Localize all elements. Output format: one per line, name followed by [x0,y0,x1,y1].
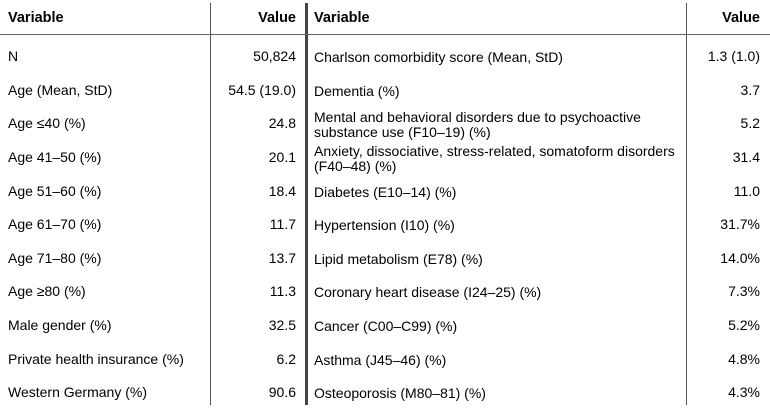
table-row: Age ≥80 (%) 11.3 Coronary heart disease (I… [0,275,770,309]
value-cell: 14.0% [720,249,760,266]
table-row: Age (Mean, StD) 54.5 (19.0) Dementia (%) 3.… [0,74,770,108]
value-cell: 11.3 [269,283,296,300]
column-divider [686,3,687,405]
value-cell: 5.2 [740,115,760,132]
cell-text: Diabetes (E10–14) (%) [314,183,457,200]
cell-text: Cancer (C00–C99) (%) [314,318,458,335]
value-cell: 13.7 [268,249,296,266]
value-cell: 54.5 (19.0) [228,81,296,98]
cell-text: Dementia (%) [314,82,400,99]
value-cell: 1.3 (1.0) [707,48,760,65]
table-row: Age 61–70 (%) 11.7 Hypertension (I10) (%) 3… [0,208,770,242]
value-cell: 3.7 [740,81,760,98]
variable-cell: Male gender (%) [8,317,112,334]
variable-cell: Cancer (C00–C99) (%) [314,309,686,343]
table-row: Age 51–60 (%) 18.4 Diabetes (E10–14) (%) 11… [0,174,770,208]
value-cell: 18.4 [268,182,296,199]
cell-text: Hypertension (I10) (%) [314,217,455,234]
table-row: Private health insurance (%) 6.2 Asthma (J… [0,342,770,376]
value-cell: 90.6 [268,384,296,401]
value-cell: 31.7% [720,216,760,233]
table-row: Age ≤40 (%) 24.8 Mental and behavioral dis… [0,107,770,141]
table-row: Age 71–80 (%) 13.7 Lipid metabolism (E78) … [0,242,770,276]
header-value-right: Value [722,9,760,26]
column-divider [210,3,211,405]
value-cell: 24.8 [268,115,296,132]
variable-cell: Diabetes (E10–14) (%) [314,174,686,208]
variable-cell: Age 71–80 (%) [8,249,102,266]
cell-text: Asthma (J45–46) (%) [314,351,447,368]
variable-cell: Coronary heart disease (I24–25) (%) [314,275,686,309]
value-cell: 7.3% [728,283,760,300]
value-cell: 6.2 [276,350,296,367]
value-cell: 20.1 [268,149,296,166]
header-variable-left: Variable [8,9,64,26]
variable-cell: N [8,48,19,65]
variable-cell: Hypertension (I10) (%) [314,208,686,242]
variable-cell: Dementia (%) [314,74,686,108]
header-variable-right: Variable [314,9,370,26]
value-cell: 11.0 [733,182,760,199]
variable-cell: Asthma (J45–46) (%) [314,342,686,376]
variable-cell: Age ≥80 (%) [8,283,86,300]
cell-text: Osteoporosis (M80–81) (%) [314,385,486,402]
variable-cell: Mental and behavioral disorders due to p… [314,107,686,141]
value-cell: 4.8% [728,350,760,367]
cell-text: Charlson comorbidity score (Mean, StD) [314,49,563,66]
variable-cell: Lipid metabolism (E78) (%) [314,242,686,276]
table-row: Western Germany (%) 90.6 Osteoporosis (M80… [0,376,770,410]
variable-cell: Anxiety, dissociative, stress-related, s… [314,141,686,175]
value-cell: 4.3% [728,384,760,401]
table-row: Male gender (%) 32.5 Cancer (C00–C99) (%) 5… [0,309,770,343]
table-row: N 50,824 Charlson comorbidity score (Mean,… [0,40,770,74]
value-cell: 11.7 [269,216,296,233]
value-cell: 50,824 [253,48,296,65]
variable-cell: Western Germany (%) [8,384,147,401]
cell-text: Mental and behavioral disorders due to p… [314,108,641,140]
variable-cell: Charlson comorbidity score (Mean, StD) [314,40,686,74]
variable-cell: Age ≤40 (%) [8,115,86,132]
value-cell: 32.5 [268,317,296,334]
header-rule [0,34,770,35]
variable-cell: Age 61–70 (%) [8,216,102,233]
value-cell: 5.2% [728,317,760,334]
cell-text: Coronary heart disease (I24–25) (%) [314,284,542,301]
value-cell: 31.4 [732,149,760,166]
variable-cell: Osteoporosis (M80–81) (%) [314,376,686,410]
cell-text: Anxiety, dissociative, stress-related, s… [314,142,675,174]
variable-cell: Age 51–60 (%) [8,182,102,199]
header-value-left: Value [258,9,296,26]
center-divider [305,3,308,405]
header-row: Variable Value Variable Value [0,4,770,32]
variable-cell: Private health insurance (%) [8,350,184,367]
table-row: Age 41–50 (%) 20.1 Anxiety, dissociative, … [0,141,770,175]
cell-text: Lipid metabolism (E78) (%) [314,250,483,267]
variable-cell: Age 41–50 (%) [8,149,102,166]
variable-cell: Age (Mean, StD) [8,81,113,98]
